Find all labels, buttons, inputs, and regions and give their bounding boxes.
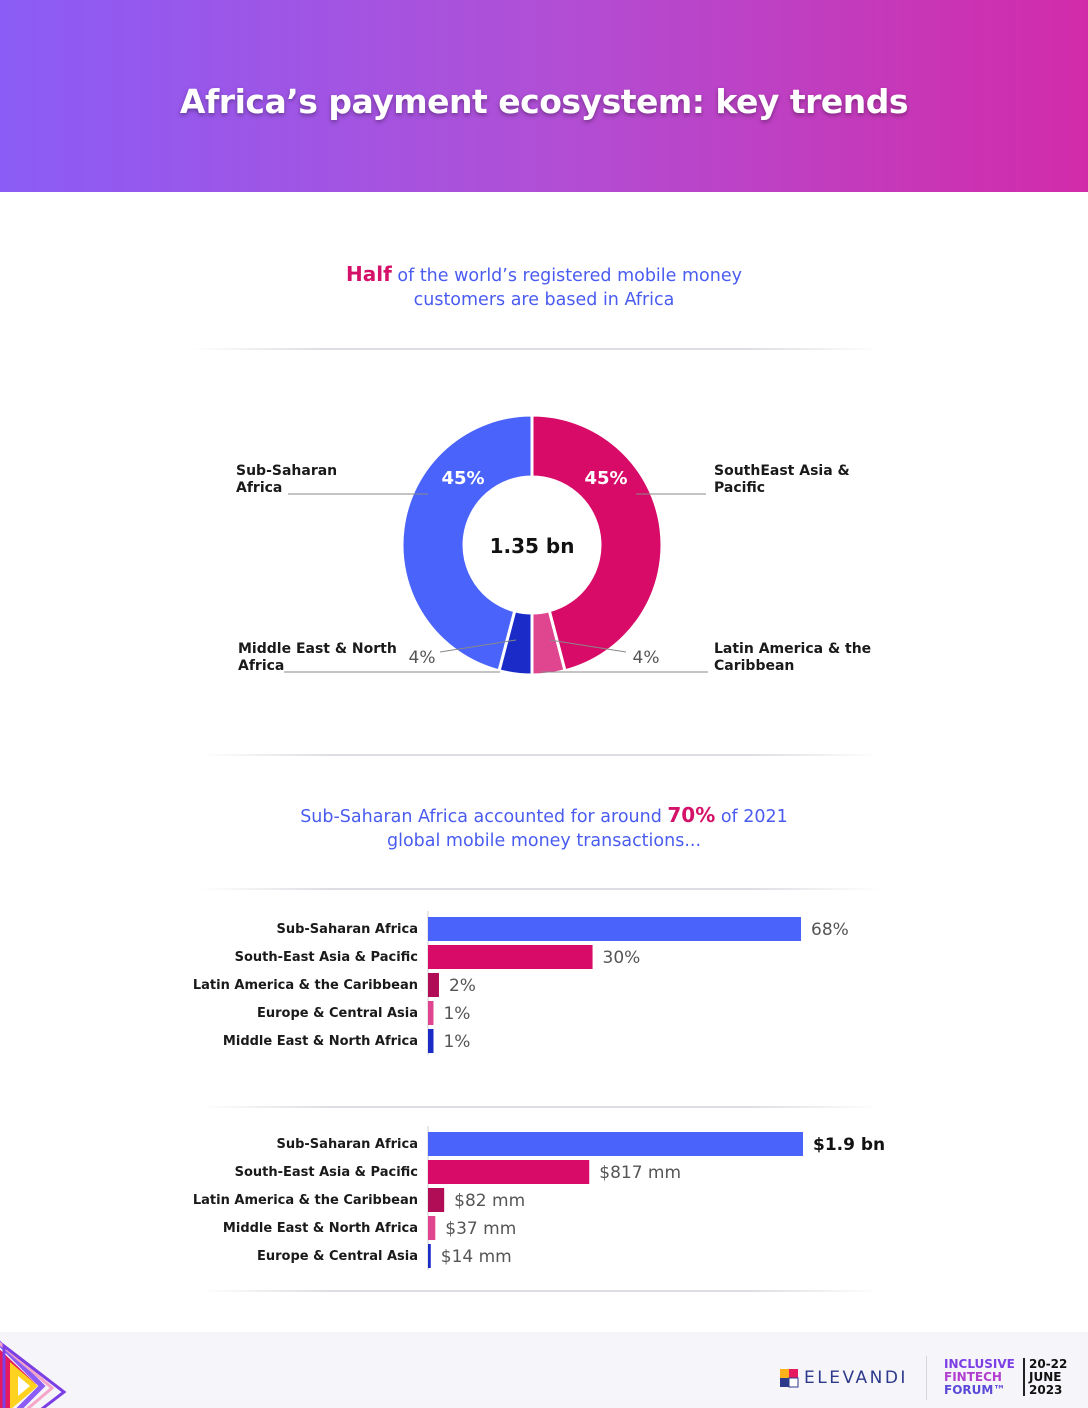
bar-value-label: 68% [811,920,849,940]
forum-line3: FORUM™ [944,1383,1006,1397]
bar-category-label: South-East Asia & Pacific [235,950,418,965]
bar [428,1216,436,1240]
bar-chart-share: Sub-Saharan Africa 68% South-East Asia & P… [193,911,849,1055]
donut-category-label: Pacific [714,480,765,496]
bar [428,1188,445,1212]
bar-value-label: $14 mm [441,1247,512,1267]
bar-category-label: Middle East & North Africa [223,1034,418,1049]
donut-category-label: SouthEast Asia & [714,463,850,479]
forum-line2: FINTECH [944,1370,1002,1384]
elevandi-logo-icon [780,1369,799,1388]
bar-category-label: Europe & Central Asia [257,1249,418,1264]
section1-text-line2: customers are based in Africa [413,290,675,310]
bar [428,1001,434,1025]
bar-value-label: $1.9 bn [813,1135,885,1155]
bar [428,917,801,941]
forum-line1: INCLUSIVE [944,1357,1015,1371]
bar-value-label: $37 mm [445,1219,516,1239]
forum-wordmark: INCLUSIVE FINTECH FORUM™ [944,1358,1015,1397]
bar-value-label: $817 mm [599,1163,681,1183]
donut-category-label: Caribbean [714,658,794,674]
footer [0,1332,1088,1408]
donut-percent-label: 4% [633,648,660,668]
section1-highlight: Half [346,262,392,286]
elevandi-wordmark: ELEVANDI [804,1368,908,1388]
bar-value-label: 30% [603,948,641,968]
date-separator [1023,1358,1025,1396]
bar [428,1029,434,1053]
event-date: 20-22 JUNE 2023 [1029,1358,1067,1397]
bar-category-label: Latin America & the Caribbean [193,978,418,993]
section2-text-before: Sub-Saharan Africa accounted for around [300,807,668,827]
bar-category-label: Europe & Central Asia [257,1006,418,1021]
donut-center-label: 1.35 bn [490,534,575,558]
donut-category-label: Latin America & the [714,641,871,657]
bar-category-label: Middle East & North Africa [223,1221,418,1236]
bar-value-label: 1% [443,1032,470,1052]
donut-slice [530,413,664,673]
section1-subtitle: Half of the world’s registered mobile mo… [244,262,844,312]
header-banner: Africa’s payment ecosystem: key trends [0,0,1088,192]
date-line2: JUNE [1029,1370,1062,1384]
section2-text-line2: global mobile money transactions... [386,831,702,851]
page-title: Africa’s payment ecosystem: key trends [179,82,909,121]
donut-category-label: Sub-Saharan [236,463,337,479]
donut-percent-label: 45% [584,468,627,489]
donut-percent-label: 4% [409,648,436,668]
date-line1: 20-22 [1029,1357,1068,1371]
bar-category-label: South-East Asia & Pacific [235,1165,418,1180]
bar-category-label: Sub-Saharan Africa [276,922,418,937]
bar-category-label: Sub-Saharan Africa [276,1137,418,1152]
donut-slice [400,413,534,673]
donut-category-label: Africa [238,658,284,674]
divider-1 [190,348,880,350]
bar-chart-value: Sub-Saharan Africa $1.9 bn South-East Asia… [193,1126,885,1270]
divider-5 [200,1290,880,1292]
bar-value-label: 2% [449,976,476,996]
section2-subtitle: Sub-Saharan Africa accounted for around … [244,803,844,853]
leader-line [439,639,517,653]
leader-line [549,639,627,653]
forum-mark-icon [0,1340,67,1408]
divider-4 [200,1106,880,1108]
bar-category-label: Latin America & the Caribbean [193,1193,418,1208]
bar [428,973,439,997]
divider-3 [200,888,880,890]
donut-percent-label: 45% [441,468,484,489]
bar [428,1132,803,1156]
bar [428,945,593,969]
bar [428,1160,590,1184]
donut-category-label: Africa [236,480,282,496]
section2-text-after: of 2021 [715,807,788,827]
section2-highlight: 70% [667,803,716,827]
section1-text-line1: of the world’s registered mobile money [391,266,742,286]
footer-separator [926,1356,927,1400]
donut-category-label: Middle East & North [238,641,397,657]
date-line3: 2023 [1029,1383,1063,1397]
bar-value-label: 1% [443,1004,470,1024]
bar-value-label: $82 mm [454,1191,525,1211]
bar [428,1244,431,1268]
divider-2 [200,754,880,756]
